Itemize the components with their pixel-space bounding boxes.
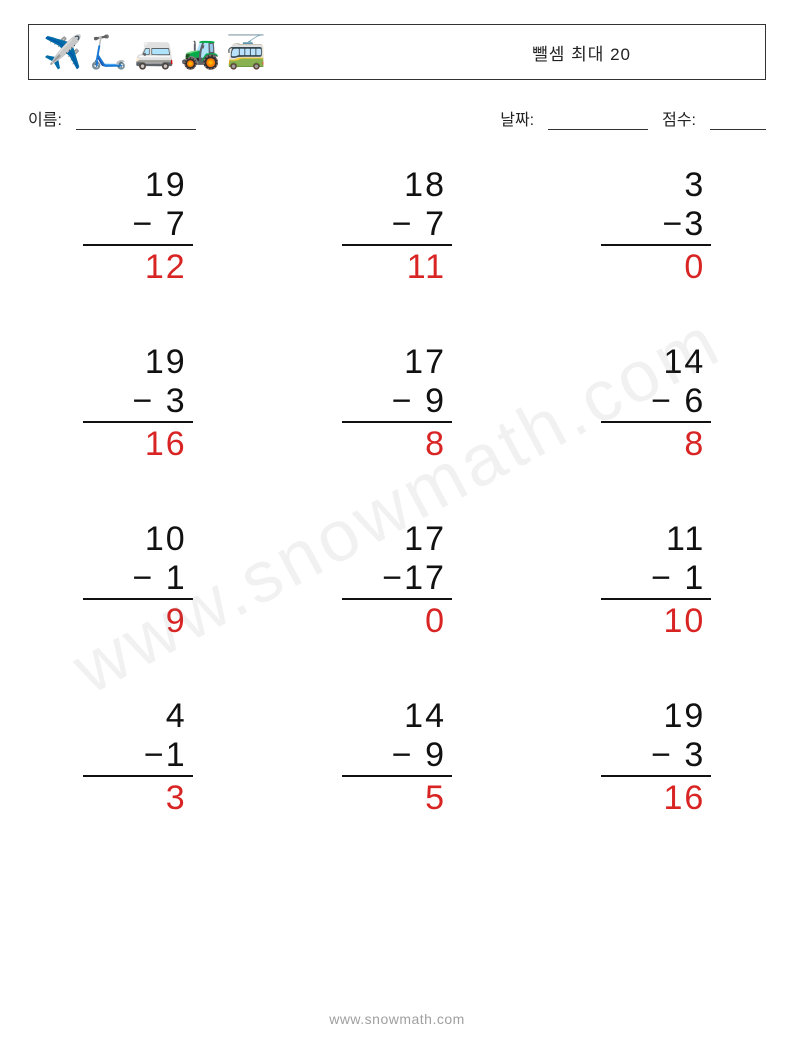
answer: 8: [684, 423, 711, 464]
header-icons: ✈️ 🛴 🚐 🚜 🚎: [43, 36, 266, 68]
minuend: 19: [145, 166, 193, 205]
name-blank: [76, 115, 196, 130]
score-blank: [710, 115, 766, 130]
subtraction-problem: 10 − 1 9: [83, 520, 193, 641]
subtraction-problem: 17 −17 0: [342, 520, 452, 641]
minuend: 17: [404, 343, 452, 382]
subtraction-problem: 4 −1 3: [83, 697, 193, 818]
subtraction-problem: 19 − 7 12: [83, 166, 193, 287]
answer: 0: [425, 600, 452, 641]
trolleybus-icon: 🚎: [226, 36, 266, 68]
answer: 0: [684, 246, 711, 287]
answer: 5: [425, 777, 452, 818]
subtraction-problem: 14 − 9 5: [342, 697, 452, 818]
airplane-icon: ✈️: [43, 36, 83, 68]
footer-url: www.snowmath.com: [0, 1011, 794, 1027]
answer: 10: [663, 600, 711, 641]
subtrahend-line: −3: [601, 205, 711, 246]
subtrahend-line: − 9: [342, 736, 452, 777]
subtraction-problem: 3 −3 0: [601, 166, 711, 287]
subtraction-problem: 19 − 3 16: [83, 343, 193, 464]
answer: 9: [166, 600, 193, 641]
subtrahend-line: −1: [83, 736, 193, 777]
subtraction-problem: 11 − 1 10: [601, 520, 711, 641]
subtraction-problem: 19 − 3 16: [601, 697, 711, 818]
answer: 16: [663, 777, 711, 818]
subtrahend-line: − 7: [83, 205, 193, 246]
minuend: 11: [666, 520, 711, 559]
minuend: 19: [145, 343, 193, 382]
minuend: 14: [663, 343, 711, 382]
worksheet-page: ✈️ 🛴 🚐 🚜 🚎 뺄셈 최대 20 이름: 날짜: 점수: www.snow…: [0, 0, 794, 1053]
minuend: 14: [404, 697, 452, 736]
van-icon: 🚐: [135, 36, 175, 68]
subtrahend-line: − 7: [342, 205, 452, 246]
subtrahend-line: − 1: [601, 559, 711, 600]
answer: 8: [425, 423, 452, 464]
tractor-icon: 🚜: [181, 36, 221, 68]
score-label: 점수:: [662, 106, 696, 130]
subtrahend-line: − 3: [83, 382, 193, 423]
scooter-icon: 🛴: [89, 36, 129, 68]
subtrahend-line: − 1: [83, 559, 193, 600]
minuend: 19: [663, 697, 711, 736]
date-label: 날짜:: [500, 106, 534, 130]
subtrahend-line: −17: [342, 559, 452, 600]
answer: 11: [407, 246, 452, 287]
name-label: 이름:: [28, 106, 62, 130]
meta-row: 이름: 날짜: 점수:: [28, 106, 766, 130]
subtrahend-line: − 3: [601, 736, 711, 777]
subtrahend-line: − 6: [601, 382, 711, 423]
subtraction-problem: 18 − 7 11: [342, 166, 452, 287]
subtrahend-line: − 9: [342, 382, 452, 423]
answer: 3: [166, 777, 193, 818]
header-box: ✈️ 🛴 🚐 🚜 🚎 뺄셈 최대 20: [28, 24, 766, 80]
minuend: 10: [145, 520, 193, 559]
answer: 12: [145, 246, 193, 287]
minuend: 3: [684, 166, 711, 205]
subtraction-problem: 17 − 9 8: [342, 343, 452, 464]
problems-grid: 19 − 7 12 18 − 7 11 3 −3 0 19 − 3 16 17 …: [28, 166, 766, 818]
worksheet-title: 뺄셈 최대 20: [532, 40, 751, 65]
date-blank: [548, 115, 648, 130]
answer: 16: [145, 423, 193, 464]
subtraction-problem: 14 − 6 8: [601, 343, 711, 464]
minuend: 4: [166, 697, 193, 736]
minuend: 17: [404, 520, 452, 559]
minuend: 18: [404, 166, 452, 205]
